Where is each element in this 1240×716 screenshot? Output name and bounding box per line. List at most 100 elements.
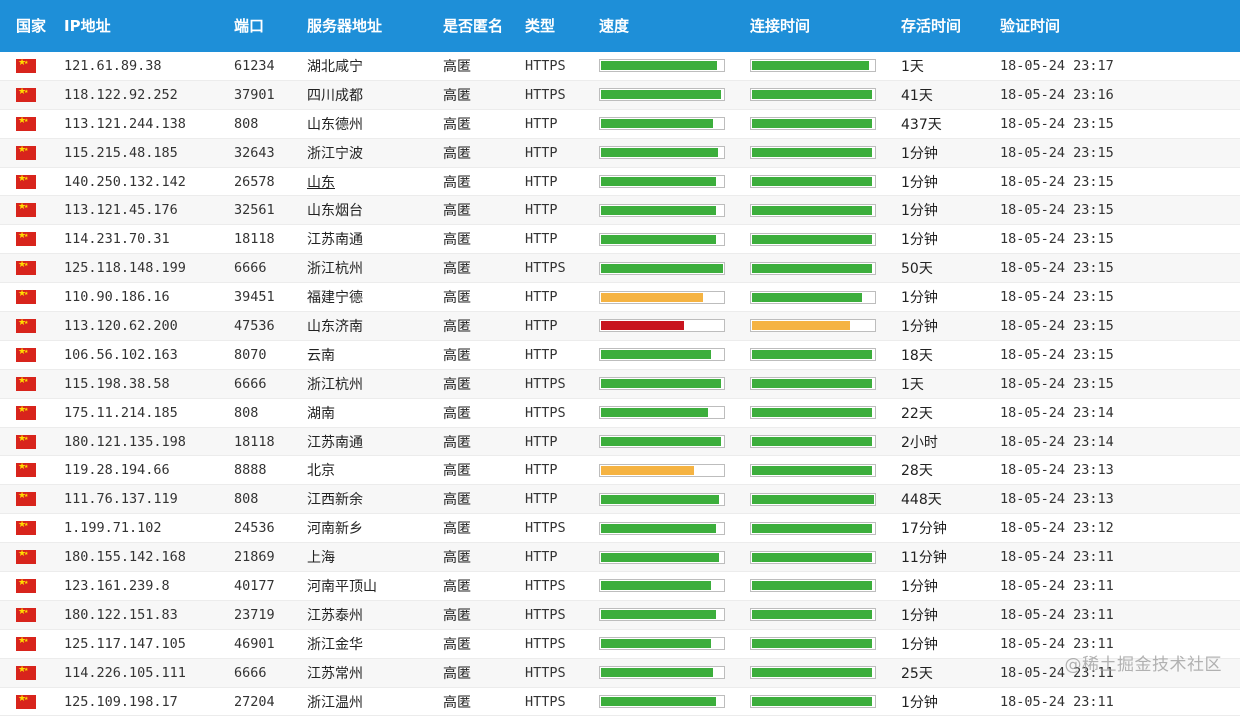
anonymous-cell: 高匿: [437, 340, 519, 369]
country-cell: ★★: [0, 456, 58, 485]
connect-cell: [744, 398, 895, 427]
country-cell: ★★: [0, 254, 58, 283]
connect-bar: [750, 377, 876, 390]
verified-time-cell: 18-05-24 23:11: [994, 600, 1240, 629]
alive-cell: 448天: [895, 485, 994, 514]
china-flag-icon: ★★: [16, 492, 36, 506]
china-flag-icon: ★★: [16, 521, 36, 535]
china-flag-icon: ★★: [16, 203, 36, 217]
location-cell: 浙江金华: [301, 629, 437, 658]
connect-bar: [750, 262, 876, 275]
speed-cell: [593, 52, 744, 80]
ip-cell: 106.56.102.163: [58, 340, 228, 369]
china-flag-icon: ★★: [16, 117, 36, 131]
china-flag-icon: ★★: [16, 463, 36, 477]
ip-cell: 123.161.239.8: [58, 572, 228, 601]
speed-bar: [599, 579, 725, 592]
connect-bar: [750, 579, 876, 592]
type-cell: HTTP: [519, 283, 593, 312]
connect-cell: [744, 427, 895, 456]
port-cell: 26578: [228, 167, 301, 196]
speed-cell: [593, 283, 744, 312]
location-cell[interactable]: 山东: [301, 167, 437, 196]
verified-time-cell: 18-05-24 23:11: [994, 687, 1240, 716]
china-flag-icon: ★★: [16, 88, 36, 102]
location-cell: 北京: [301, 456, 437, 485]
connect-bar: [750, 637, 876, 650]
speed-bar-fill: [601, 90, 721, 99]
china-flag-icon: ★★: [16, 348, 36, 362]
speed-bar-fill: [601, 379, 721, 388]
ip-cell: 113.120.62.200: [58, 312, 228, 341]
country-cell: ★★: [0, 225, 58, 254]
location-cell: 上海: [301, 543, 437, 572]
china-flag-icon: ★★: [16, 608, 36, 622]
ip-cell: 140.250.132.142: [58, 167, 228, 196]
country-cell: ★★: [0, 167, 58, 196]
alive-cell: 1天: [895, 52, 994, 80]
connect-bar-fill: [752, 524, 872, 533]
speed-bar-fill: [601, 119, 713, 128]
china-flag-icon: ★★: [16, 406, 36, 420]
ip-cell: 125.109.198.17: [58, 687, 228, 716]
header-server: 服务器地址: [301, 0, 437, 52]
connect-cell: [744, 456, 895, 485]
verified-time-cell: 18-05-24 23:15: [994, 340, 1240, 369]
connect-bar-fill: [752, 553, 872, 562]
location-text: 浙江杭州: [307, 261, 363, 277]
speed-cell: [593, 629, 744, 658]
speed-cell: [593, 340, 744, 369]
type-cell: HTTPS: [519, 254, 593, 283]
location-text: 江苏南通: [307, 435, 363, 451]
ip-cell: 111.76.137.119: [58, 485, 228, 514]
anonymous-cell: 高匿: [437, 109, 519, 138]
location-text: 河南新乡: [307, 521, 363, 537]
ip-cell: 110.90.186.16: [58, 283, 228, 312]
alive-cell: 11分钟: [895, 543, 994, 572]
ip-cell: 119.28.194.66: [58, 456, 228, 485]
connect-bar: [750, 204, 876, 217]
ip-cell: 175.11.214.185: [58, 398, 228, 427]
alive-cell: 17分钟: [895, 514, 994, 543]
country-cell: ★★: [0, 109, 58, 138]
type-cell: HTTPS: [519, 80, 593, 109]
speed-cell: [593, 427, 744, 456]
china-flag-icon: ★★: [16, 550, 36, 564]
connect-cell: [744, 312, 895, 341]
speed-bar-fill: [601, 668, 713, 677]
port-cell: 808: [228, 109, 301, 138]
connect-cell: [744, 167, 895, 196]
header-country: 国家: [0, 0, 58, 52]
speed-bar: [599, 464, 725, 477]
connect-bar: [750, 608, 876, 621]
speed-cell: [593, 398, 744, 427]
anonymous-cell: 高匿: [437, 456, 519, 485]
speed-bar: [599, 204, 725, 217]
location-text: 江苏南通: [307, 232, 363, 248]
speed-cell: [593, 196, 744, 225]
verified-time-cell: 18-05-24 23:15: [994, 312, 1240, 341]
location-cell: 福建宁德: [301, 283, 437, 312]
connect-cell: [744, 254, 895, 283]
alive-cell: 50天: [895, 254, 994, 283]
verified-time-cell: 18-05-24 23:14: [994, 398, 1240, 427]
location-cell: 江西新余: [301, 485, 437, 514]
location-text[interactable]: 山东: [307, 175, 335, 191]
location-cell: 浙江杭州: [301, 369, 437, 398]
type-cell: HTTP: [519, 340, 593, 369]
anonymous-cell: 高匿: [437, 283, 519, 312]
table-header-row: 国家 IP地址 端口 服务器地址 是否匿名 类型 速度 连接时间 存活时间 验证…: [0, 0, 1240, 52]
type-cell: HTTPS: [519, 687, 593, 716]
location-text: 河南平顶山: [307, 579, 377, 595]
port-cell: 24536: [228, 514, 301, 543]
speed-cell: [593, 572, 744, 601]
alive-cell: 1分钟: [895, 687, 994, 716]
port-cell: 18118: [228, 427, 301, 456]
type-cell: HTTPS: [519, 658, 593, 687]
country-cell: ★★: [0, 369, 58, 398]
